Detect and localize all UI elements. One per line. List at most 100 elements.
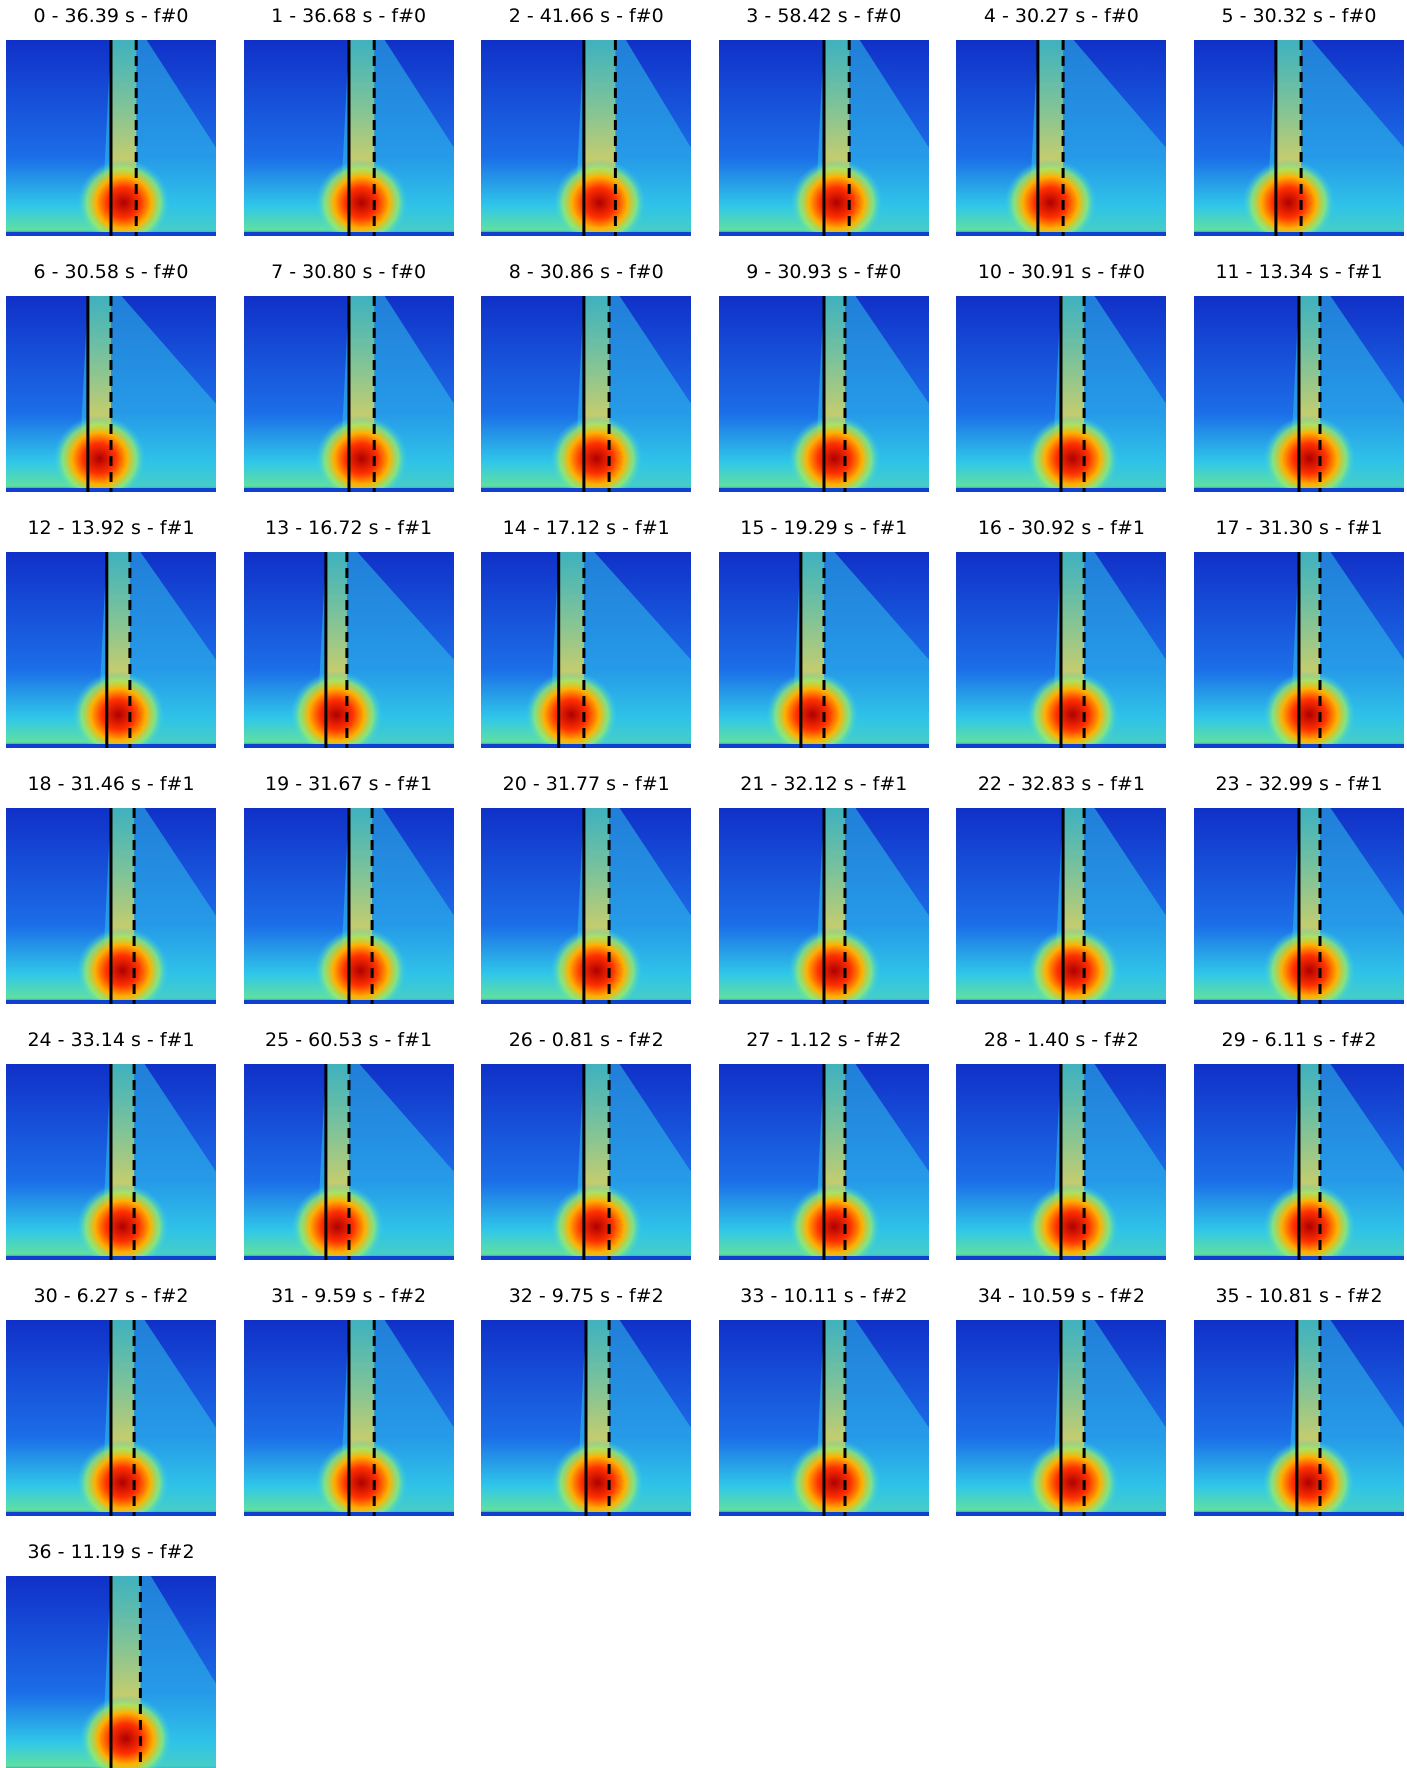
- energy-blob: [290, 1183, 384, 1260]
- panel-title: 17 - 31.30 s - f#1: [1215, 517, 1383, 539]
- energy-blob: [551, 1439, 644, 1516]
- energy-blob: [788, 1439, 881, 1516]
- spectrogram: [6, 552, 216, 748]
- bottom-band: [243, 744, 454, 748]
- spectrogram: [481, 1064, 692, 1260]
- bottom-band: [6, 744, 216, 748]
- spectrogram: [481, 296, 692, 492]
- panel-title: 18 - 31.46 s - f#1: [27, 773, 195, 795]
- spectrogram: [243, 1320, 454, 1516]
- panel-title: 16 - 30.92 s - f#1: [977, 517, 1145, 539]
- spectrogram: [956, 296, 1167, 492]
- panel-title: 30 - 6.27 s - f#2: [33, 1285, 189, 1307]
- spectrogram: [1194, 808, 1404, 1004]
- spectrogram: [956, 40, 1167, 236]
- spectrogram: [956, 552, 1167, 748]
- spectrogram: [1194, 296, 1404, 492]
- energy-blob: [766, 671, 859, 748]
- energy-blob: [525, 671, 618, 748]
- panel-title: 10 - 30.91 s - f#0: [977, 261, 1145, 283]
- energy-blob: [53, 415, 146, 492]
- panel-title: 12 - 13.92 s - f#1: [27, 517, 195, 539]
- bottom-band: [481, 744, 692, 748]
- energy-blob: [289, 671, 383, 748]
- energy-blob: [1262, 1439, 1355, 1516]
- energy-blob: [788, 927, 881, 1004]
- energy-blob: [76, 1183, 169, 1260]
- panel-title: 26 - 0.81 s - f#2: [508, 1029, 664, 1051]
- panel-title: 27 - 1.12 s - f#2: [746, 1029, 902, 1051]
- spectrogram: [6, 296, 216, 492]
- energy-blob: [1242, 159, 1335, 236]
- panel-title: 6 - 30.58 s - f#0: [33, 261, 189, 283]
- spectrogram: [481, 808, 692, 1004]
- panel-title: 25 - 60.53 s - f#1: [265, 1029, 433, 1051]
- energy-blob: [1027, 927, 1121, 1004]
- energy-blob: [1263, 671, 1356, 748]
- energy-blob: [788, 1183, 881, 1260]
- spectrogram: [6, 808, 216, 1004]
- energy-blob: [550, 415, 643, 492]
- bottom-band: [481, 1000, 692, 1004]
- energy-blob: [76, 927, 169, 1004]
- energy-blob: [1026, 671, 1120, 748]
- panel-title: 32 - 9.75 s - f#2: [508, 1285, 664, 1307]
- spectrogram: [1194, 1320, 1404, 1516]
- panel-title: 11 - 13.34 s - f#1: [1215, 261, 1383, 283]
- bottom-band: [481, 232, 692, 236]
- energy-blob: [550, 1183, 643, 1260]
- panel-title: 23 - 32.99 s - f#1: [1215, 773, 1383, 795]
- spectrogram: [718, 1064, 929, 1260]
- energy-blob: [1263, 927, 1356, 1004]
- panel-title: 7 - 30.80 s - f#0: [271, 261, 427, 283]
- panel-title: 2 - 41.66 s - f#0: [508, 5, 664, 27]
- energy-blob: [315, 159, 408, 236]
- panel-title: 5 - 30.32 s - f#0: [1221, 5, 1377, 27]
- energy-blob: [1026, 1183, 1120, 1260]
- panel-title: 15 - 19.29 s - f#1: [740, 517, 908, 539]
- panel-title: 29 - 6.11 s - f#2: [1221, 1029, 1377, 1051]
- spectrogram: [6, 40, 216, 236]
- panel-title: 9 - 30.93 s - f#0: [746, 261, 902, 283]
- energy-blob: [788, 415, 881, 492]
- energy-blob: [1263, 415, 1356, 492]
- spectrogram: [718, 552, 929, 748]
- panel-title: 34 - 10.59 s - f#2: [977, 1285, 1145, 1307]
- panel-title: 35 - 10.81 s - f#2: [1215, 1285, 1383, 1307]
- panel-title: 33 - 10.11 s - f#2: [740, 1285, 908, 1307]
- bottom-band: [956, 232, 1167, 236]
- panel-title: 20 - 31.77 s - f#1: [502, 773, 670, 795]
- energy-blob: [1026, 415, 1120, 492]
- energy-blob: [79, 1695, 172, 1768]
- spectrogram: [956, 1064, 1167, 1260]
- spectrogram: [6, 1576, 216, 1768]
- bottom-band: [1194, 232, 1404, 236]
- panel-title: 0 - 36.39 s - f#0: [33, 5, 189, 27]
- spectrogram: [6, 1064, 216, 1260]
- panel-title: 1 - 36.68 s - f#0: [271, 5, 427, 27]
- spectrogram: [1194, 552, 1404, 748]
- panel-title: 4 - 30.27 s - f#0: [983, 5, 1139, 27]
- spectrogram: [481, 40, 692, 236]
- spectrogram: [718, 808, 929, 1004]
- spectrogram: [718, 296, 929, 492]
- spectrogram: [243, 40, 454, 236]
- bottom-band: [956, 1000, 1167, 1004]
- panel-title: 31 - 9.59 s - f#2: [271, 1285, 427, 1307]
- energy-blob: [1263, 1183, 1356, 1260]
- energy-blob: [72, 671, 165, 748]
- spectrogram: [6, 1320, 216, 1516]
- bottom-band: [1194, 1512, 1404, 1516]
- panel-title: 13 - 16.72 s - f#1: [265, 517, 433, 539]
- energy-blob: [315, 415, 408, 492]
- energy-blob: [315, 1439, 408, 1516]
- energy-blob: [790, 159, 883, 236]
- panel-title: 8 - 30.86 s - f#0: [508, 261, 664, 283]
- energy-blob: [553, 159, 647, 236]
- energy-blob: [1026, 1439, 1120, 1516]
- panel-title: 22 - 32.83 s - f#1: [977, 773, 1145, 795]
- panel-title: 3 - 58.42 s - f#0: [746, 5, 902, 27]
- spectrogram: [1194, 1064, 1404, 1260]
- spectrogram: [481, 552, 692, 748]
- energy-blob: [76, 1439, 169, 1516]
